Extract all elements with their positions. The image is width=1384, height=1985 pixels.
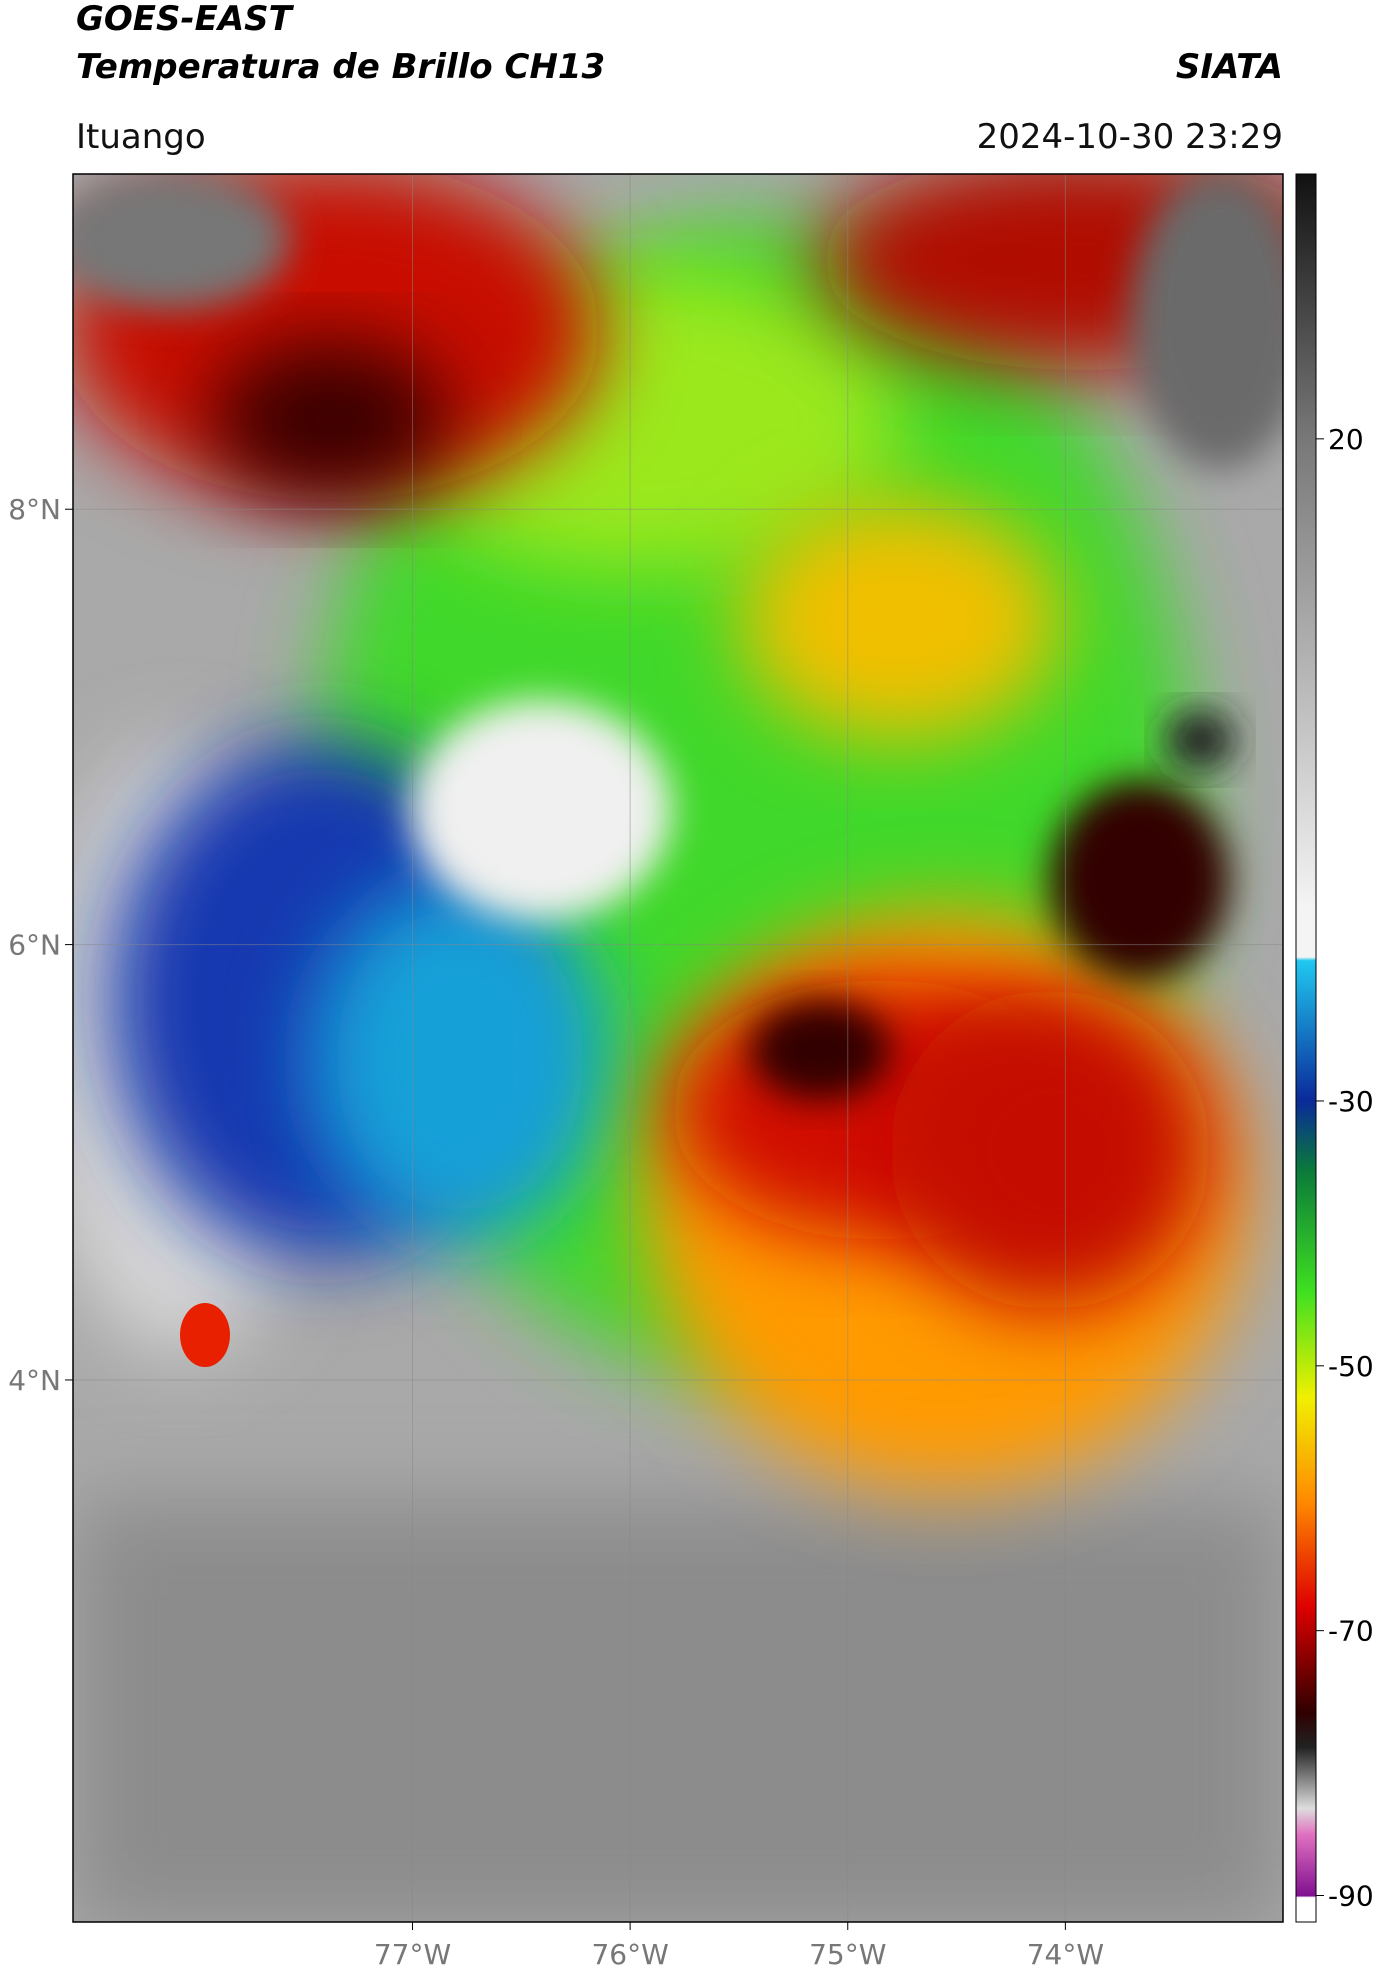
colorbar-tick-label: -50 [1328, 1350, 1374, 1383]
title-line1: GOES-EAST [76, 0, 295, 39]
location: Ituango [76, 117, 206, 157]
colorbar-tick-label: 20 [1328, 423, 1364, 456]
colorbar-tick-label: -30 [1328, 1085, 1374, 1118]
lat-tick-label: 6°N [8, 929, 61, 962]
colorbar-tick-label: -70 [1328, 1615, 1374, 1648]
title-line2: Temperatura de Brillo CH13 [76, 47, 605, 87]
colorbar [1295, 173, 1317, 1923]
satellite-image [73, 174, 1283, 1922]
map-frame [72, 173, 1284, 1923]
lon-tick-label: 74°W [1027, 1938, 1104, 1971]
graticule: 77°W 76°W 75°W 74°W 8°N 6°N 4°N [8, 174, 1283, 1971]
colorbar-ticks: 20 -30 -50 -70 -90 [1316, 423, 1374, 1913]
timestamp: 2024-10-30 23:29 [977, 117, 1283, 157]
lon-tick-label: 77°W [374, 1938, 451, 1971]
lat-tick-label: 4°N [8, 1364, 61, 1397]
lon-tick-label: 75°W [809, 1938, 886, 1971]
lat-tick-label: 8°N [8, 493, 61, 526]
agency: SIATA [1176, 47, 1283, 87]
lon-tick-label: 76°W [591, 1938, 668, 1971]
colorbar-tick-label: -90 [1328, 1880, 1374, 1913]
